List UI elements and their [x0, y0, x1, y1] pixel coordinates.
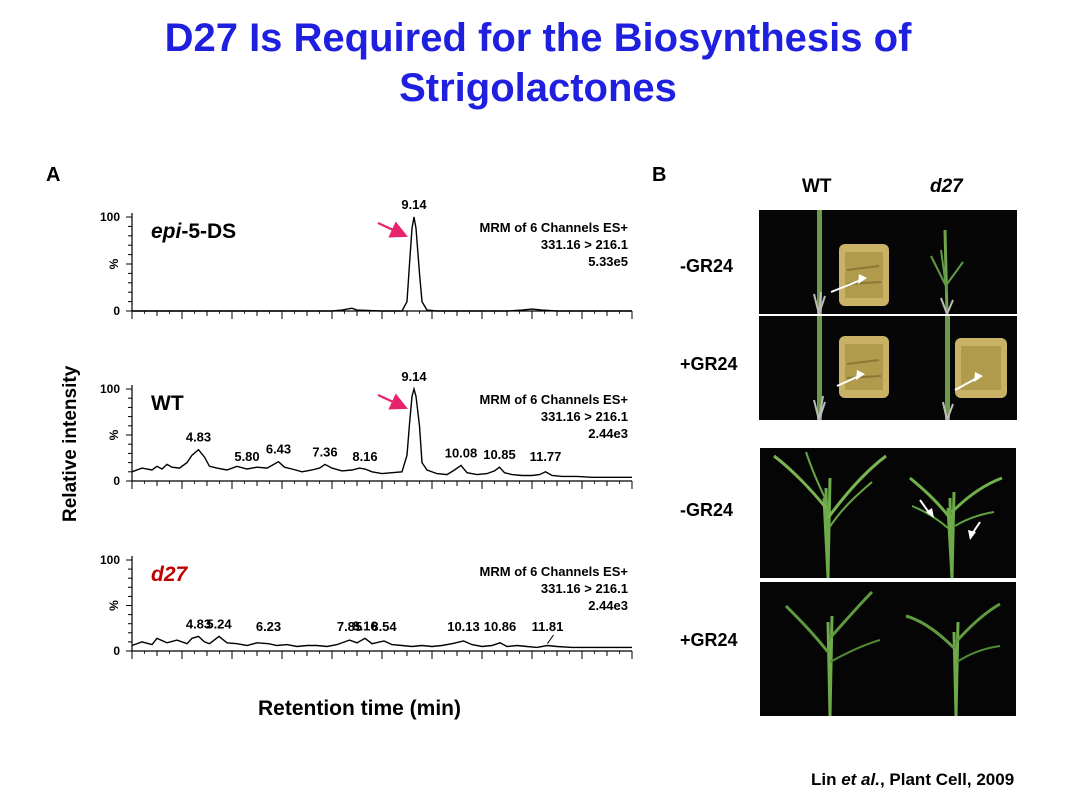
mrm-info-epi-5-ds: MRM of 6 Channels ES+ 331.16 > 216.1 5.33e… — [479, 220, 628, 269]
peak-label-10.86: 10.86 — [484, 619, 517, 634]
slide-title-line1: D27 Is Required for the Biosynthesis of — [164, 16, 912, 60]
peak-label-4.83: 4.83 — [186, 430, 211, 445]
chart-name-wt: WT — [151, 392, 184, 415]
peak-arrow — [377, 393, 408, 410]
peak-label-7.36: 7.36 — [312, 444, 337, 459]
peak-label-8.54: 8.54 — [371, 619, 397, 634]
peak-label-10.08: 10.08 — [445, 445, 478, 460]
y-tick-label-0: 0 — [113, 304, 120, 318]
row-label-plus-gr24-top: +GR24 — [680, 354, 738, 374]
y-axis-percent-label: % — [107, 258, 121, 269]
photo-wt-d27-plus-gr24-tiller-buds — [759, 316, 1017, 420]
chart-name-d27: d27 — [151, 563, 188, 586]
panel-a-letter: A — [46, 164, 61, 186]
chromatogram-epi-5-ds: 100 0% 9.14 — [100, 197, 633, 319]
photo-wt-d27-minus-gr24-seedlings — [760, 448, 1016, 578]
photo-wt-d27-plus-gr24-seedlings — [760, 582, 1016, 716]
column-header-wt: WT — [802, 176, 832, 197]
peak-label-11.77: 11.77 — [530, 449, 562, 464]
chart-name-epi-5-ds: epi-5-DS — [151, 220, 237, 243]
peak-label-8.16: 8.16 — [352, 618, 377, 633]
y-tick-label-0: 0 — [113, 644, 120, 658]
chromatogram-trace — [131, 635, 632, 649]
column-header-d27: d27 — [930, 176, 963, 197]
peak-label-5.24: 5.24 — [206, 616, 232, 631]
mrm-info-d27: MRM of 6 Channels ES+ 331.16 > 216.1 2.44e… — [479, 564, 628, 613]
row-label-minus-gr24-bottom: -GR24 — [680, 500, 734, 520]
peak-label-5.80: 5.80 — [234, 449, 259, 464]
y-tick-label-100: 100 — [100, 553, 120, 567]
mrm-info-wt: MRM of 6 Channels ES+ 331.16 > 216.1 2.44e… — [479, 392, 628, 441]
y-tick-label-100: 100 — [100, 210, 120, 224]
panel-a-xlabel: Retention time (min) — [258, 697, 461, 720]
chromatogram-wt: 100 0% 4.83 5.80 6.43 7.36 8.16 9.14 10.08 10.85 1… — [100, 369, 633, 489]
y-axis-percent-label: % — [107, 429, 121, 440]
peak-label-10.13: 10.13 — [447, 619, 480, 634]
peak-label-9.14: 9.14 — [401, 197, 427, 212]
y-tick-label-100: 100 — [100, 382, 120, 396]
slide-title-line2: Strigolactones — [399, 66, 677, 110]
peak-leader-line — [547, 634, 554, 644]
row-label-minus-gr24-top: -GR24 — [680, 256, 734, 276]
chromatogram-trace — [131, 386, 632, 478]
peak-label-7.85: 7.85 — [337, 619, 362, 634]
y-tick-label-0: 0 — [113, 474, 120, 488]
y-axis-percent-label: % — [107, 600, 121, 611]
peak-label-8.16: 8.16 — [352, 449, 377, 464]
peak-label-6.23: 6.23 — [256, 619, 281, 634]
peak-label-10.85: 10.85 — [483, 447, 516, 462]
peak-label-6.43: 6.43 — [266, 442, 291, 457]
peak-arrow — [377, 221, 408, 238]
peak-label-11.81: 11.81 — [532, 619, 564, 634]
peak-label-4.83: 4.83 — [186, 616, 211, 631]
peak-label-9.14: 9.14 — [401, 369, 427, 384]
citation: Lin et al., Plant Cell, 2009 — [811, 770, 1015, 789]
panel-b-letter: B — [652, 164, 667, 186]
chromatogram-trace — [132, 216, 632, 312]
photo-wt-d27-minus-gr24-tiller-buds — [759, 210, 1017, 314]
chromatogram-d27: 100 0% 4.835.24 6.23 7.858.168.54 10.13 10.86 1… — [100, 553, 633, 659]
row-label-plus-gr24-bottom: +GR24 — [680, 630, 738, 650]
